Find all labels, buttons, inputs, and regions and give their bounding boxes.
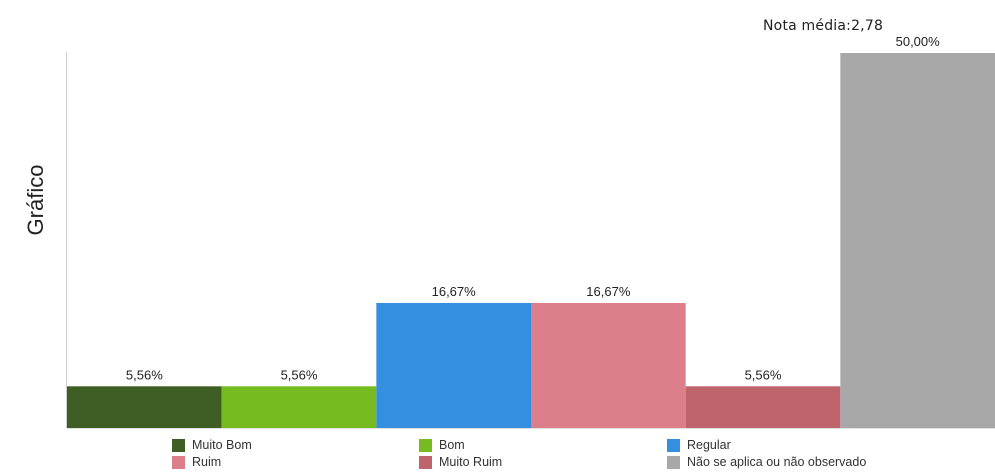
bar-value-label: 5,56%	[281, 367, 318, 382]
bar[interactable]	[531, 302, 686, 428]
bar[interactable]	[221, 386, 377, 428]
bar-value-label: 5,56%	[745, 367, 782, 382]
bar-value-label: 5,56%	[126, 367, 163, 382]
bar[interactable]	[840, 53, 995, 428]
bar[interactable]	[376, 302, 531, 428]
bar[interactable]	[685, 386, 841, 428]
bar-value-label: 50,00%	[896, 34, 941, 49]
bar-value-label: 16,67%	[586, 284, 631, 299]
nota-media: Nota média:2,78	[763, 18, 884, 34]
bar[interactable]	[67, 386, 222, 428]
bar-value-label: 16,67%	[432, 284, 477, 299]
